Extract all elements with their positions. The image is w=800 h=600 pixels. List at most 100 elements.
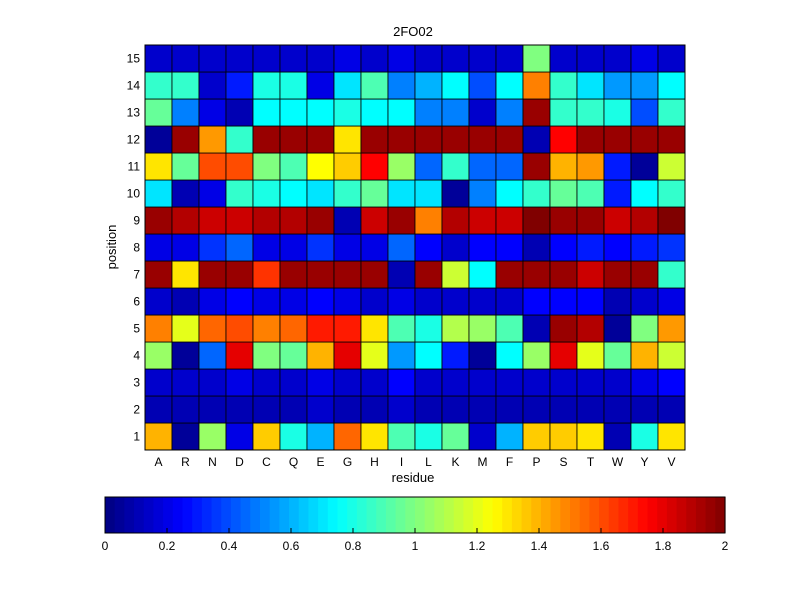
heatmap-cell — [414, 422, 443, 451]
heatmap-cell — [171, 98, 200, 127]
heatmap-cell — [144, 44, 173, 73]
heatmap-cell — [333, 152, 362, 181]
heatmap-cell — [441, 368, 470, 397]
colorbar-segment — [715, 497, 726, 533]
heatmap-cell — [333, 44, 362, 73]
heatmap-cell — [630, 98, 659, 127]
heatmap-cell — [441, 260, 470, 289]
heatmap-cell — [387, 368, 416, 397]
heatmap-cell — [252, 44, 281, 73]
heatmap-cell — [495, 368, 524, 397]
heatmap-cell — [225, 44, 254, 73]
colorbar-segment — [608, 497, 620, 533]
heatmap-cell — [441, 422, 470, 451]
heatmap-cell — [468, 341, 497, 370]
colorbar-segment — [647, 497, 658, 533]
heatmap-cell — [495, 206, 524, 235]
heatmap-cell — [252, 98, 281, 127]
heatmap-cell — [630, 179, 659, 208]
heatmap-cell — [198, 422, 227, 451]
heatmap-cell — [144, 368, 173, 397]
heatmap-cell — [414, 368, 443, 397]
heatmap-cell — [198, 44, 227, 73]
x-tick-label: G — [343, 455, 352, 469]
heatmap-cell — [657, 233, 686, 262]
heatmap-cell — [657, 260, 686, 289]
heatmap-cell — [198, 233, 227, 262]
x-tick-label: T — [587, 455, 595, 469]
y-tick-label: 14 — [127, 79, 141, 93]
colorbar-segment — [589, 497, 600, 533]
heatmap-cell — [279, 395, 308, 424]
heatmap-cell — [495, 179, 524, 208]
heatmap-cell — [306, 422, 335, 451]
colorbar-segment — [405, 497, 416, 533]
heatmap-cell — [387, 152, 416, 181]
colorbar-segment — [434, 497, 445, 533]
x-tick-label: E — [316, 455, 324, 469]
heatmap-cell — [549, 206, 578, 235]
colorbar-segment — [327, 497, 339, 533]
heatmap-cell — [360, 71, 389, 100]
heatmap-cell — [225, 98, 254, 127]
heatmap-cell — [630, 341, 659, 370]
colorbar-segment — [172, 497, 184, 533]
colorbar-segment — [463, 497, 474, 533]
colorbar-segment — [105, 497, 116, 533]
y-tick-label: 10 — [127, 187, 141, 201]
colorbar-segment — [385, 497, 397, 533]
x-tick-label: K — [451, 455, 459, 469]
colorbar-segment — [124, 497, 135, 533]
heatmap-cell — [414, 395, 443, 424]
heatmap-cell — [495, 125, 524, 154]
heatmap-cell — [333, 395, 362, 424]
heatmap-cell — [360, 260, 389, 289]
heatmap-cell — [468, 98, 497, 127]
heatmap-cell — [495, 260, 524, 289]
heatmap-cell — [333, 287, 362, 316]
x-tick-label: Q — [289, 455, 298, 469]
heatmap-cell — [333, 341, 362, 370]
heatmap-cell — [414, 98, 443, 127]
heatmap-cell — [522, 260, 551, 289]
colorbar-segment — [540, 497, 552, 533]
heatmap-cell — [495, 422, 524, 451]
heatmap-cell — [306, 152, 335, 181]
heatmap-cell — [198, 314, 227, 343]
heatmap-cell — [144, 152, 173, 181]
heatmap-cell — [360, 98, 389, 127]
colorbar-tick-label: 0 — [102, 539, 109, 553]
heatmap-cell — [171, 422, 200, 451]
heatmap-cell — [225, 395, 254, 424]
heatmap-cell — [549, 395, 578, 424]
colorbar-segment — [163, 497, 174, 533]
heatmap-cell — [333, 206, 362, 235]
heatmap-cell — [414, 287, 443, 316]
heatmap-cell — [414, 314, 443, 343]
heatmap-cell — [387, 179, 416, 208]
y-tick-label: 13 — [127, 106, 141, 120]
heatmap-cell — [576, 233, 605, 262]
heatmap-cell — [387, 287, 416, 316]
colorbar-segment — [318, 497, 329, 533]
colorbar-segment — [337, 497, 348, 533]
heatmap-cell — [252, 233, 281, 262]
heatmap-cell — [144, 260, 173, 289]
x-tick-label: Y — [640, 455, 648, 469]
heatmap-cell — [468, 206, 497, 235]
heatmap-cell — [468, 152, 497, 181]
heatmap-cell — [360, 422, 389, 451]
heatmap-cell — [414, 152, 443, 181]
heatmap-cell — [306, 368, 335, 397]
heatmap-cell — [576, 71, 605, 100]
heatmap-cell — [171, 179, 200, 208]
heatmap-cell — [441, 206, 470, 235]
colorbar-tick-label: 2 — [722, 539, 729, 553]
heatmap-cell — [306, 395, 335, 424]
colorbar-segment — [376, 497, 387, 533]
colorbar — [105, 497, 726, 533]
heatmap-cell — [414, 179, 443, 208]
heatmap-cell — [657, 206, 686, 235]
x-tick-label: A — [154, 455, 162, 469]
x-tick-label: V — [667, 455, 675, 469]
